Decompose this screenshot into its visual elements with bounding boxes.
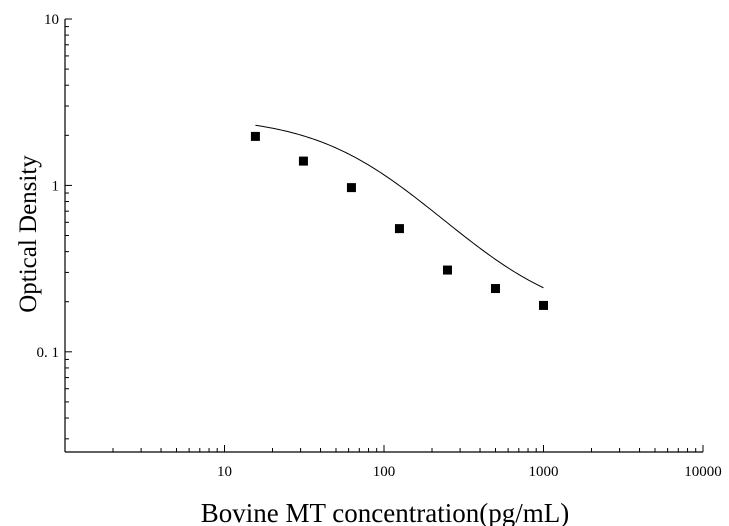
y-tick-label: 0. 1 (37, 345, 60, 361)
data-point (490, 284, 500, 294)
axes-layer: 10 100 1000 10000 0. 1 1 10 (37, 12, 722, 480)
points-layer (250, 131, 548, 310)
data-point (250, 131, 260, 141)
data-point (442, 265, 452, 275)
data-point (346, 183, 356, 193)
y-axis-title: Optical Density (15, 155, 42, 313)
y-tick-label: 1 (52, 178, 60, 194)
x-axis-title: Bovine MT concentration(pg/mL) (201, 498, 569, 526)
x-tick-label: 100 (373, 464, 396, 480)
x-tick-label: 10 (217, 464, 232, 480)
x-tick-label: 10000 (684, 464, 722, 480)
x-tick-label: 1000 (529, 464, 559, 480)
data-point (298, 156, 308, 166)
curve-layer (255, 124, 544, 289)
fit-curve (255, 124, 544, 289)
data-point (539, 300, 548, 310)
y-tick-label: 10 (44, 12, 59, 28)
data-point (394, 224, 404, 234)
